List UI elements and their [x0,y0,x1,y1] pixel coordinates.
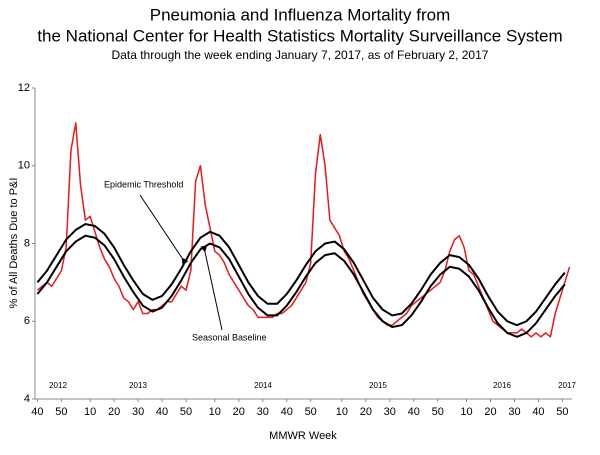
x-tick-label: 50 [305,406,317,418]
x-tick-label: 50 [55,406,67,418]
y-tick-label: 10 [18,160,30,172]
x-tick-label: 50 [556,406,568,418]
y-tick-label: 6 [24,315,30,327]
x-tick-label: 40 [408,406,420,418]
x-tick-label: 20 [484,406,496,418]
x-axis-label: MMWR Week [269,430,337,442]
year-label: 2016 [493,381,511,390]
year-label: 2017 [558,381,576,390]
annotation-arrow [200,245,223,331]
chart-title: Pneumonia and Influenza Mortality from [150,5,451,24]
x-tick-label: 40 [281,406,293,418]
x-tick-label: 10 [460,406,472,418]
x-tick-label: 30 [384,406,396,418]
data-line [36,122,571,338]
x-tick-label: 20 [233,406,245,418]
chart-subtitle: Data through the week ending January 7, … [112,48,489,62]
x-tick-label: 10 [84,406,96,418]
x-tick-label: 10 [209,406,221,418]
annotation: Epidemic Threshold [104,179,183,189]
y-tick-label: 12 [18,82,30,94]
year-label: 2013 [129,381,147,390]
x-tick-label: 40 [31,406,43,418]
year-label: 2015 [369,381,387,390]
annotation-arrow [139,194,189,266]
x-tick-label: 50 [180,406,192,418]
x-tick-label: 40 [156,406,168,418]
annotation: Seasonal Baseline [192,332,267,342]
x-tick-label: 10 [336,406,348,418]
reference-line [36,223,566,327]
reference-line [36,234,566,338]
x-tick-label: 30 [508,406,520,418]
x-tick-label: 50 [432,406,444,418]
year-label: 2014 [254,381,272,390]
x-tick-label: 30 [132,406,144,418]
x-tick-label: 20 [108,406,120,418]
chart-title: the National Center for Health Statistic… [37,26,562,45]
x-tick-label: 30 [257,406,269,418]
y-tick-label: 8 [24,237,30,249]
x-tick-label: 40 [532,406,544,418]
y-tick-label: 4 [24,393,30,405]
year-label: 2012 [49,381,67,390]
x-tick-label: 20 [360,406,372,418]
y-axis-label: % of All Deaths Due to P&I [8,178,20,309]
